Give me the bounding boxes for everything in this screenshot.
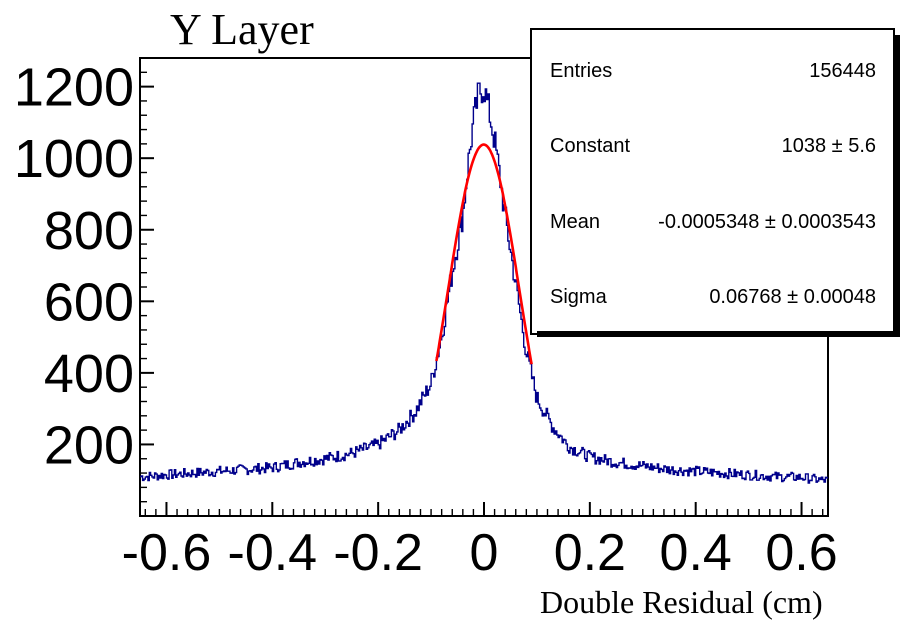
x-tick-label: -0.2 <box>333 524 423 582</box>
x-axis: -0.6 -0.4 -0.2 0 0.2 0.4 0.6 <box>122 502 838 582</box>
stats-value: -0.0005348 ± 0.0003543 <box>658 211 876 233</box>
gaussian-fit-curve <box>435 143 533 365</box>
stats-label: Entries <box>550 60 612 82</box>
y-tick-label: 1200 <box>14 58 134 118</box>
x-tick-label: 0.4 <box>660 524 732 582</box>
y-tick-label: 1000 <box>14 129 134 189</box>
stats-label: Constant <box>550 135 630 157</box>
x-tick-label: 0 <box>470 524 499 582</box>
stats-value: 156448 <box>809 60 876 82</box>
stats-label: Mean <box>550 211 600 233</box>
y-tick-label: 600 <box>44 272 134 332</box>
x-tick-label: 0.2 <box>554 524 626 582</box>
histogram-series <box>140 82 828 484</box>
stats-value: 1038 ± 5.6 <box>782 135 876 157</box>
stats-label: Sigma <box>550 286 608 308</box>
y-tick-label: 400 <box>44 344 134 404</box>
x-tick-label: -0.4 <box>228 524 318 582</box>
y-tick-label: 200 <box>44 415 134 475</box>
y-axis: 200 400 600 800 1000 1200 <box>14 57 154 503</box>
chart-title: Y Layer <box>170 5 314 54</box>
x-tick-label: -0.6 <box>122 524 212 582</box>
y-tick-label: 800 <box>44 201 134 261</box>
stats-box: Entries 156448 Constant 1038 ± 5.6 Mean -0.00… <box>530 28 900 337</box>
x-tick-label: 0.6 <box>765 524 837 582</box>
x-axis-label: Double Residual (cm) <box>540 584 823 620</box>
stats-value: 0.06768 ± 0.00048 <box>709 286 876 308</box>
